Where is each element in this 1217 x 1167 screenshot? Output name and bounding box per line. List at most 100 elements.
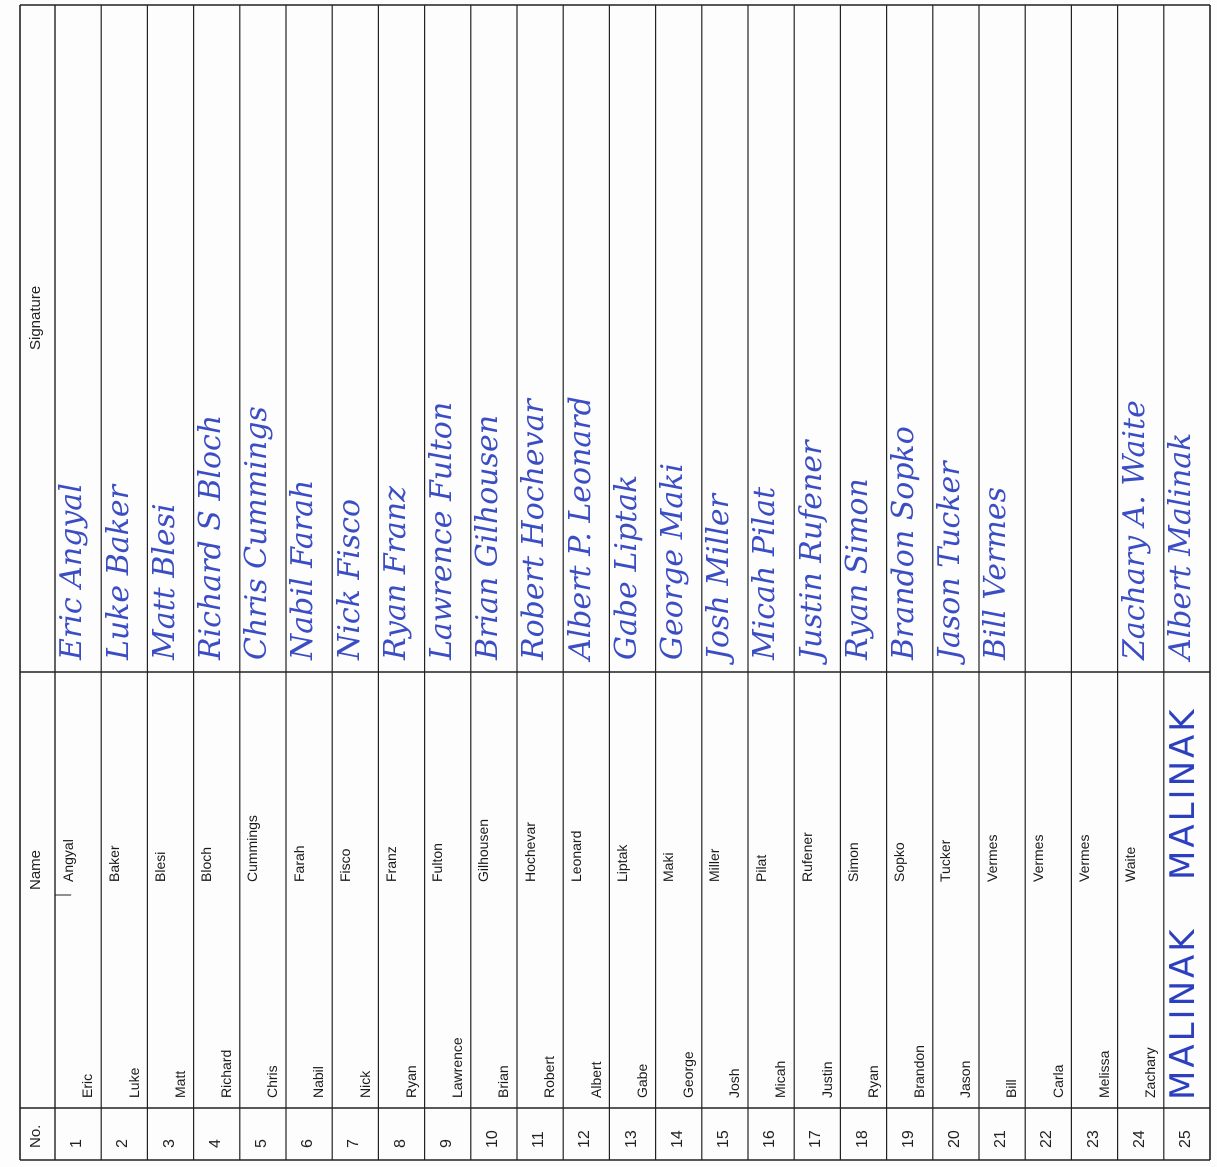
signature: Robert Hochevar [516, 399, 552, 660]
row-number: 16 [761, 1130, 779, 1148]
row-number: 5 [252, 1139, 270, 1148]
first-name: Ryan [864, 1065, 881, 1098]
first-name: Justin [818, 1061, 835, 1098]
last-name: Cummings [244, 815, 261, 882]
last-name: Pilat [752, 854, 769, 882]
last-name: Vermes [983, 834, 1000, 882]
row-number: 4 [206, 1139, 224, 1148]
signature: Lawrence Fulton [423, 401, 459, 660]
row-number: 13 [622, 1130, 640, 1148]
first-name: Gabe [633, 1063, 650, 1098]
last-name: Maki [660, 852, 677, 882]
first-name: Luke [125, 1067, 142, 1098]
signature: Richard S Bloch [192, 414, 228, 660]
first-name: Carla [1049, 1064, 1066, 1098]
last-name: Sopko [891, 842, 908, 882]
row-number: 1 [68, 1139, 86, 1148]
first-name: Nick [356, 1070, 373, 1098]
row-number: 25 [1176, 1130, 1194, 1148]
last-name: Blesi [151, 851, 168, 882]
header-signature: Signature [27, 285, 44, 350]
signature: Justin Rufener [793, 440, 829, 660]
first-name: George [680, 1051, 696, 1098]
signature: Jason Tucker [932, 461, 968, 660]
first-name: Lawrence [449, 1037, 465, 1098]
row-number: 14 [668, 1130, 686, 1148]
last-name: Miller [706, 848, 723, 882]
last-name: Waite [1122, 846, 1139, 882]
signature: Eric Angyal [54, 483, 90, 660]
first-name: Matt [171, 1070, 188, 1098]
row-number: 9 [437, 1139, 455, 1148]
last-name: Simon [844, 842, 861, 882]
last-name: Fulton [429, 843, 446, 882]
first-name: Jason [957, 1060, 974, 1098]
signature: Bill Vermes [978, 487, 1014, 660]
last-name: Tucker [937, 839, 954, 882]
row-number: 15 [714, 1130, 732, 1148]
first-name: Nabil [310, 1066, 327, 1098]
last-name: Vermes [1029, 834, 1046, 882]
row-number: 22 [1038, 1130, 1056, 1148]
first-name: Bill [1003, 1079, 1020, 1098]
handwritten-first-name: MALINAK [1162, 926, 1203, 1100]
first-name: Micah [772, 1060, 789, 1098]
first-name: Albert [587, 1061, 604, 1098]
signature: Albert P. Leonard [562, 396, 598, 660]
handwritten-last-name: MALINAK [1162, 706, 1203, 880]
signature: Luke Baker [100, 485, 136, 660]
last-name: Angyal [59, 839, 76, 882]
signature: Zachary A. Waite [1116, 400, 1152, 660]
signature: Ryan Franz [377, 486, 413, 660]
row-number: 17 [807, 1130, 825, 1148]
row-number: 12 [576, 1130, 594, 1148]
signature: Nick Fisco [331, 498, 367, 660]
first-name: Zachary [1142, 1047, 1158, 1098]
row-number: 10 [483, 1130, 501, 1148]
header-no: No. [27, 1124, 44, 1148]
signature: Nabil Farah [285, 479, 321, 660]
last-name: Vermes [1075, 834, 1092, 882]
signature: Brian Gilhousen [470, 414, 506, 660]
last-name: Hochevar [521, 822, 538, 882]
row-number: 19 [899, 1130, 917, 1148]
row-number: 21 [992, 1130, 1010, 1148]
first-name: Ryan [402, 1065, 419, 1098]
last-name: Rufener [798, 832, 815, 882]
last-name: Fisco [336, 848, 353, 882]
first-name: Josh [726, 1068, 743, 1098]
first-name: Brandon [911, 1045, 927, 1098]
signature: Matt Blesi [146, 503, 182, 660]
last-name: Gilhousen [475, 818, 492, 882]
signature: Albert Malinak [1163, 432, 1199, 660]
signature: Micah Pilat [747, 486, 783, 660]
last-name: Farah [290, 845, 307, 882]
row-number: 24 [1130, 1130, 1148, 1148]
last-name: Franz [382, 846, 399, 882]
signature: Ryan Simon [839, 478, 875, 660]
first-name: Chris [264, 1065, 281, 1098]
signature: Brandon Sopko [885, 426, 921, 660]
first-name: Brian [495, 1065, 512, 1098]
row-number: 6 [299, 1139, 317, 1148]
row-number: 7 [345, 1139, 363, 1148]
last-name: Bloch [198, 846, 215, 882]
header-name: Name [27, 849, 44, 890]
signature: George Maki [654, 463, 690, 660]
row-number: 2 [114, 1139, 132, 1148]
row-number: 3 [160, 1139, 178, 1148]
row-number: 23 [1084, 1130, 1102, 1148]
row-number: 20 [945, 1130, 963, 1148]
first-name: Richard [218, 1049, 234, 1098]
signature: Gabe Liptak [608, 474, 644, 660]
last-name: Leonard [567, 830, 584, 882]
first-name: Melissa [1095, 1050, 1112, 1098]
signature: Josh Miller [701, 494, 737, 660]
first-name: Robert [541, 1055, 558, 1098]
first-name: Eric [79, 1073, 96, 1098]
signature: Chris Cummings [239, 406, 275, 660]
last-name: Liptak [613, 844, 630, 882]
last-name: Baker [105, 845, 122, 882]
